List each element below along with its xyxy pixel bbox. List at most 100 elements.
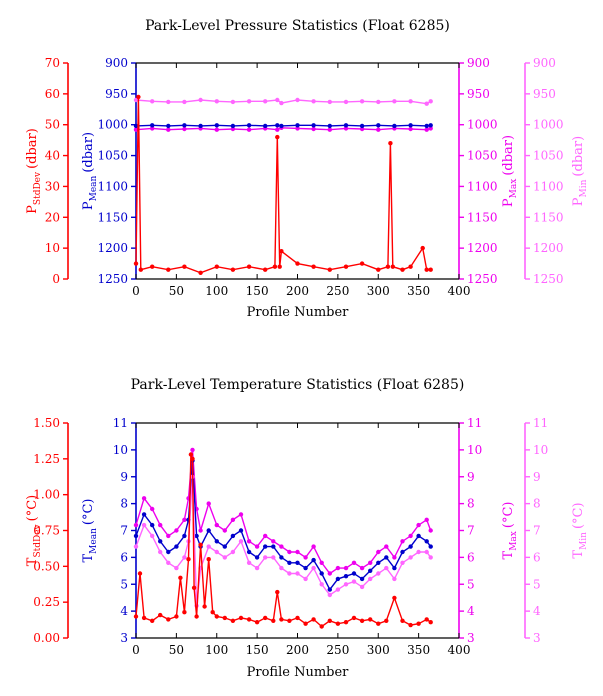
data-point-stddev [246, 264, 252, 269]
data-point-mean [311, 557, 316, 563]
data-point-stddev [390, 264, 395, 269]
x-tick-label: 150 [246, 643, 269, 657]
data-point-max [311, 544, 316, 549]
data-point-mean [424, 123, 429, 129]
data-point-min [327, 592, 332, 598]
data-point-mean [416, 533, 421, 539]
series-min [133, 474, 433, 608]
data-point-max [327, 571, 332, 576]
data-point-max [263, 533, 268, 539]
data-point-mean [392, 123, 397, 129]
series-line-mean [135, 460, 432, 591]
data-point-stddev [359, 261, 365, 266]
data-point-mean [343, 123, 349, 128]
data-point-max [198, 528, 203, 533]
data-point-mean [392, 565, 397, 571]
data-point-min [424, 101, 429, 106]
data-point-stddev [351, 615, 357, 621]
y-axis-title-min: TMin (°C) [571, 502, 589, 558]
data-point-min [424, 549, 429, 555]
data-point-min [335, 587, 341, 592]
data-point-mean [206, 528, 211, 533]
data-point-min [133, 97, 139, 103]
data-point-max [230, 517, 236, 522]
y-tick-label-mean: 1200 [97, 241, 128, 255]
data-point-mean [133, 123, 139, 129]
data-point-max [428, 528, 433, 533]
y-tick-label-stddev: 50 [45, 118, 60, 132]
data-point-stddev [138, 267, 143, 272]
data-point-stddev [343, 264, 349, 269]
data-point-stddev [388, 141, 393, 146]
data-point-max [166, 533, 171, 539]
data-point-min [141, 522, 147, 528]
data-point-stddev [198, 542, 203, 547]
data-point-stddev [368, 617, 373, 622]
chart-panel-2: Park-Level Temperature Statistics (Float… [25, 377, 589, 680]
x-axis-label: Profile Number [247, 665, 350, 680]
data-point-max [254, 544, 260, 549]
data-point-max [174, 528, 179, 533]
data-point-mean [319, 571, 324, 576]
data-point-mean [133, 533, 139, 539]
y-tick-label-stddev: 0.25 [33, 595, 60, 609]
data-point-mean [214, 539, 219, 544]
axis-unit: (dbar) [25, 128, 40, 169]
y-tick-label-max: 11 [467, 416, 482, 430]
data-point-stddev [210, 610, 215, 615]
data-point-mean [230, 533, 236, 539]
data-point-min [246, 560, 252, 565]
data-point-stddev [376, 267, 381, 272]
data-point-max [327, 127, 332, 132]
data-point-min [311, 565, 316, 571]
data-point-max [384, 544, 389, 549]
y-axis-max: 3 4 5 6 7 8 9 10 11 TMax (°C) [458, 416, 519, 645]
x-tick-label: 100 [205, 284, 228, 298]
data-point-max [428, 126, 433, 131]
data-point-min [279, 565, 284, 571]
data-point-mean [359, 576, 365, 582]
data-point-min [206, 544, 211, 549]
data-point-min [400, 560, 405, 565]
y-axis-max: 900 950 1000 1050 1100 1150 1200 1250 PMax (dbar) [458, 56, 519, 286]
data-point-min [222, 555, 227, 560]
data-point-max [133, 127, 139, 132]
data-point-stddev [311, 617, 316, 622]
y-axis-mean: 900 950 1000 1050 1100 1150 1200 1250 PMean (dbar… [81, 56, 137, 286]
data-point-stddev [188, 452, 194, 457]
data-point-max [295, 549, 300, 555]
y-tick-label-mean: 9 [120, 470, 128, 484]
data-point-mean [335, 576, 341, 582]
y-tick-label-max: 1250 [467, 272, 498, 286]
data-point-max [182, 517, 187, 522]
data-point-mean [279, 555, 284, 560]
data-point-mean [246, 123, 252, 128]
data-point-max [238, 512, 244, 517]
data-point-stddev [166, 617, 171, 622]
y-tick-label-mean: 7 [120, 524, 128, 538]
data-point-stddev [335, 621, 341, 626]
data-point-stddev [311, 264, 316, 269]
data-point-stddev [202, 604, 207, 609]
data-point-stddev [327, 267, 332, 272]
data-point-min [416, 549, 421, 555]
data-point-stddev [416, 621, 421, 626]
y-tick-label-mean: 1100 [97, 179, 128, 193]
series-mean [133, 458, 433, 592]
data-point-max [424, 517, 429, 522]
data-point-min [311, 99, 316, 104]
data-point-min [198, 97, 203, 103]
data-point-min [343, 99, 349, 105]
data-point-mean [279, 123, 284, 129]
data-point-mean [141, 512, 147, 517]
y-tick-label-min: 1100 [533, 179, 564, 193]
data-point-stddev [254, 620, 260, 625]
data-point-max [343, 126, 349, 131]
axis-symbol: P [501, 198, 516, 207]
y-axis-stddev: 0 10 20 30 40 50 60 70 PStdDev (dbar) [25, 56, 69, 286]
series-stddev [133, 94, 433, 275]
y-tick-label-stddev: 0.75 [33, 524, 60, 538]
data-point-stddev [384, 618, 389, 623]
y-tick-label-stddev: 40 [45, 149, 60, 163]
